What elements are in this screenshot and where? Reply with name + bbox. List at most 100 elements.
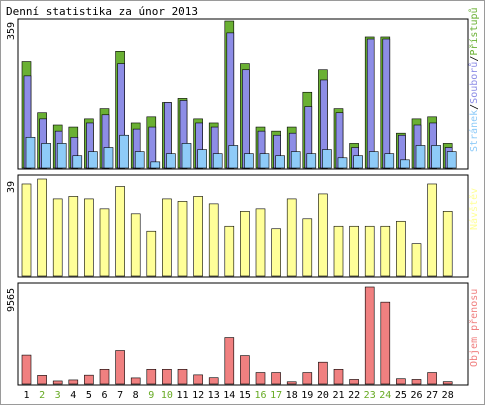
bar-visitors-3 [52, 198, 63, 277]
bar-traffic-23 [364, 286, 375, 385]
day-label-21: 21 [332, 390, 344, 401]
bar-visitors-23 [364, 225, 375, 277]
day-label-5: 5 [86, 390, 92, 401]
bar-pages-21 [337, 157, 348, 169]
bar-visitors-17 [271, 228, 281, 277]
bar-traffic-3 [52, 380, 63, 385]
panel-traffic: 9565 Objem přenosu [6, 286, 480, 385]
bar-visitors-8 [130, 213, 141, 277]
day-label-18: 18 [286, 390, 298, 401]
day-label-23: 23 [364, 390, 376, 401]
bar-visitors-13 [208, 203, 219, 277]
bar-traffic-28 [442, 381, 453, 385]
bar-visitors-26 [411, 243, 422, 277]
bar-pages-19 [306, 153, 317, 169]
day-axis-labels: 1 2 3 4 5 6 7 8 9 10 11 12 13 14 15 16 17 18 19 20 21 22 23 24 2… [23, 390, 453, 401]
bar-pages-27 [431, 145, 441, 169]
bar-visitors-24 [380, 225, 391, 277]
day-label-7: 7 [117, 390, 123, 401]
bar-traffic-19 [302, 372, 313, 385]
bar-visitors-20 [318, 193, 328, 277]
legend-visitors: Návštěv [468, 188, 480, 230]
bar-pages-22 [353, 155, 363, 169]
bar-traffic-1 [21, 354, 32, 385]
bar-pages-4 [72, 155, 83, 169]
bar-traffic-15 [240, 355, 250, 385]
bar-traffic-20 [318, 361, 328, 385]
bar-traffic-14 [224, 337, 235, 385]
bar-visitors-6 [99, 208, 110, 277]
bar-visitors-10 [162, 198, 172, 277]
bar-pages-2 [41, 143, 51, 169]
day-label-15: 15 [239, 390, 251, 401]
bar-visitors-9 [146, 230, 157, 277]
day-label-26: 26 [410, 390, 422, 401]
day-label-17: 17 [270, 390, 282, 401]
bar-visitors-14 [224, 225, 235, 277]
day-label-6: 6 [101, 390, 107, 401]
day-label-3: 3 [55, 390, 61, 401]
bar-traffic-27 [427, 372, 437, 385]
bar-pages-10 [166, 153, 176, 169]
bar-visitors-7 [115, 186, 125, 277]
bar-visitors-4 [68, 196, 79, 277]
legend-separator: / [469, 56, 480, 62]
bar-traffic-2 [37, 375, 47, 385]
panel-visitors: 39 Návštěv [6, 178, 480, 277]
bar-pages-24 [384, 153, 395, 169]
bar-visitors-1 [21, 183, 32, 277]
bar-traffic-4 [68, 379, 79, 385]
legend-separator: / [469, 104, 480, 110]
bar-pages-13 [212, 153, 223, 169]
day-label-1: 1 [23, 390, 29, 401]
bar-pages-16 [259, 153, 270, 169]
bar-visitors-28 [442, 211, 453, 277]
bar-visitors-11 [177, 201, 188, 277]
bar-pages-14 [228, 145, 239, 169]
bar-traffic-6 [99, 368, 110, 385]
y-max-label-traffic: 9565 [6, 288, 17, 312]
bar-visitors-22 [349, 225, 359, 277]
bar-pages-17 [275, 155, 285, 169]
legend-traffic: Objem přenosu [468, 289, 480, 367]
legend-pages: Stránek [468, 110, 480, 152]
bar-files-24 [382, 38, 391, 169]
bar-pages-5 [88, 151, 98, 169]
bar-pages-6 [103, 147, 114, 169]
bar-traffic-10 [162, 368, 172, 385]
bar-pages-26 [415, 145, 426, 169]
bar-visitors-5 [84, 198, 94, 277]
day-label-20: 20 [317, 390, 329, 401]
bar-pages-8 [134, 151, 145, 169]
bar-visitors-12 [193, 196, 203, 277]
legend-access-files-pages: Stránek/Souborů/Přístupů [468, 7, 480, 152]
bar-files-15 [242, 69, 250, 169]
day-label-8: 8 [133, 390, 139, 401]
bar-pages-15 [244, 153, 254, 169]
bar-pages-3 [56, 143, 67, 169]
bar-traffic-13 [208, 377, 219, 385]
bar-traffic-21 [333, 368, 344, 385]
day-label-9: 9 [148, 390, 154, 401]
day-label-22: 22 [348, 390, 360, 401]
day-label-10: 10 [161, 390, 173, 401]
bar-traffic-16 [255, 372, 266, 385]
bar-traffic-7 [115, 350, 125, 385]
bar-files-23 [366, 38, 375, 169]
bar-pages-25 [400, 159, 410, 169]
day-label-19: 19 [301, 390, 313, 401]
bar-traffic-9 [146, 368, 157, 385]
day-label-25: 25 [395, 390, 407, 401]
day-label-14: 14 [223, 390, 235, 401]
bar-traffic-5 [84, 374, 94, 385]
bar-pages-20 [322, 149, 332, 169]
bar-traffic-17 [271, 372, 281, 385]
bar-traffic-22 [349, 379, 359, 385]
bar-traffic-18 [286, 381, 297, 385]
bar-traffic-11 [177, 368, 188, 385]
bar-traffic-8 [130, 377, 141, 385]
bar-traffic-26 [411, 379, 422, 385]
bar-pages-12 [197, 149, 207, 169]
legend-access: Přístupů [468, 7, 480, 55]
